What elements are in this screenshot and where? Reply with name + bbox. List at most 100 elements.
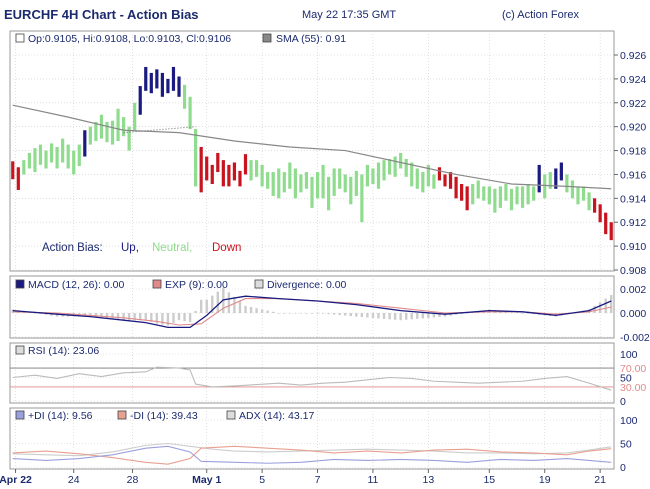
divergence-bar [289,313,291,314]
price-tick-label: 0.922 [620,98,646,110]
divergence-bar [399,313,401,320]
price-bar [394,157,397,177]
price-bar [94,122,97,141]
bias-neutral-label: Neutral, [152,242,192,254]
price-bar [421,172,424,192]
price-bar [28,153,31,169]
price-bar [122,117,125,136]
rsi-legend-swatch [16,346,24,354]
x-tick-label: 28 [127,474,139,486]
price-bar [72,151,75,175]
rsi-tick-label: 30.00 [620,382,646,394]
divergence-bar [122,313,124,320]
rsi-tick-label: 0 [620,396,626,408]
mdi-legend-swatch [118,411,126,419]
price-bar [11,161,14,179]
price-bar [333,168,336,195]
price-bar [416,168,419,188]
price-bar [366,165,369,187]
price-tick-label: 0.926 [620,50,646,62]
price-bar [244,154,247,174]
price-bar [344,174,347,192]
price-bar [39,145,42,165]
divergence-bar [366,313,368,318]
price-bar [89,127,92,145]
divergence-bar [111,313,113,319]
x-tick-label: 21 [594,474,606,486]
dmi-tick-label: 0 [620,462,626,474]
divergence-bar [521,313,523,314]
price-bar [405,159,408,177]
divergence-bar [206,300,208,314]
price-bar [227,165,230,187]
mdi-legend: -DI (14): 39.43 [130,410,198,422]
divergence-bar [172,313,174,323]
price-bar [471,184,474,204]
exp-legend: EXP (9): 0.00 [165,279,228,291]
price-bar [466,186,469,210]
price-tick-label: 0.920 [620,122,646,134]
rsi-frame [10,343,614,403]
price-frame [10,31,614,271]
exp-legend-swatch [153,280,161,288]
price-bar [249,160,252,180]
price-bar [532,186,535,200]
divergence-bar [145,313,147,320]
divergence-bar [217,292,219,313]
macd-tick-label: 0.000 [620,308,646,320]
price-bar [133,103,136,130]
divergence-bar [178,313,180,320]
price-bar [593,198,596,212]
price-bar [183,85,186,109]
price-bar [543,174,546,198]
x-tick-label: 11 [368,474,379,486]
divergence-legend-swatch [255,280,263,288]
macd-legend-swatch [16,280,24,288]
price-bar [33,148,36,172]
price-bar [377,163,380,189]
price-bar [610,222,613,240]
price-bar [205,157,208,181]
divergence-bar [233,297,235,313]
price-bar [161,73,164,97]
divergence-bar [516,312,518,313]
divergence-bar [183,313,185,321]
divergence-bar [427,313,429,318]
bias-down-label: Down [212,242,241,254]
price-bar [266,172,269,189]
divergence-bar [228,292,230,313]
bias-up-label: Up, [121,242,139,254]
price-bar [100,115,103,139]
price-bar [521,186,524,208]
price-bar [56,147,59,169]
price-bar [216,153,219,172]
divergence-bar [593,306,595,313]
price-bar [327,177,330,210]
divergence-bar [283,313,285,314]
divergence-bar [294,313,296,314]
divergence-bar [305,313,307,314]
divergence-bar [272,312,274,313]
price-bar [454,177,457,199]
divergence-bar [333,313,335,315]
price-bar [410,163,413,187]
price-bar [527,184,530,204]
price-bar [105,122,108,142]
divergence-bar [239,301,241,313]
price-bar [177,77,180,97]
price-bar [288,163,291,189]
divergence-bar [200,300,202,313]
price-bar [294,168,297,198]
divergence-bar [339,313,341,315]
divergence-bar [350,313,352,316]
price-bar [272,172,275,196]
price-bar [321,165,324,198]
price-bar [188,97,191,129]
x-tick-label: 15 [483,474,495,486]
price-bar [50,143,53,162]
price-tick-label: 0.916 [620,169,646,181]
ohlc-legend-swatch [16,34,24,42]
dmi-tick-label: 50 [620,439,632,451]
divergence-bar [189,313,191,322]
price-tick-label: 0.908 [620,265,646,277]
